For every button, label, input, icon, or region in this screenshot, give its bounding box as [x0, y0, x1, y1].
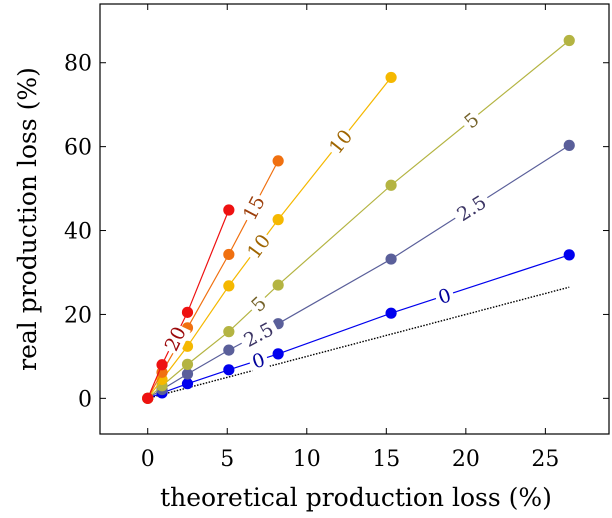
- series-label-bg: [322, 123, 358, 160]
- data-point: [223, 280, 235, 292]
- series-label: 15: [237, 190, 270, 226]
- series-label-bg: [244, 289, 273, 318]
- y-axis-title: real production loss (%): [13, 67, 42, 371]
- series-label: 0: [246, 346, 271, 374]
- series-label-bg: [457, 105, 486, 135]
- x-tick-label: 25: [531, 447, 559, 472]
- series-label-bg: [236, 315, 281, 353]
- data-point: [181, 306, 194, 318]
- series-label: 10: [241, 228, 276, 264]
- data-point: [385, 179, 397, 191]
- plot-frame: [99, 3, 610, 435]
- reference-line: [147, 286, 570, 400]
- series-label-text: 15: [239, 192, 270, 224]
- data-point: [223, 204, 235, 216]
- data-point: [272, 155, 284, 167]
- series-0: [142, 249, 575, 404]
- y-tick-label: 40: [64, 220, 92, 245]
- series-label-text: 10: [243, 230, 275, 263]
- series-label-bg: [449, 188, 494, 228]
- series-label-bg: [241, 228, 276, 264]
- data-point: [181, 358, 194, 370]
- y-tick-label: 0: [78, 387, 92, 412]
- data-point: [223, 248, 235, 261]
- series-line: [147, 254, 570, 399]
- data-point: [385, 71, 397, 84]
- series-label-text: 10: [325, 126, 357, 159]
- series-label: 0: [432, 282, 457, 309]
- series-label: 2.5: [449, 188, 494, 228]
- x-axis-title: theoretical production loss (%): [160, 483, 552, 512]
- data-point: [385, 253, 397, 265]
- series-5: [142, 34, 575, 404]
- data-point: [181, 340, 194, 352]
- data-point: [181, 378, 194, 390]
- reference-line-layer: [147, 286, 570, 400]
- data-point: [563, 139, 575, 151]
- data-point: [181, 368, 194, 380]
- series-label: 5: [244, 289, 273, 318]
- series-line: [147, 144, 570, 399]
- series-label: 5: [457, 105, 486, 135]
- axis-ticks: 0 5 10 15 20 25 0 20 40 60 80: [64, 4, 609, 472]
- data-point: [563, 249, 575, 261]
- series-label-bg: [432, 282, 457, 309]
- series-label-bg: [246, 346, 271, 374]
- series-layer: [142, 34, 575, 404]
- data-point: [223, 364, 235, 376]
- data-point: [272, 348, 284, 360]
- data-point: [223, 326, 235, 338]
- x-tick-label: 5: [220, 447, 234, 472]
- series-line: [147, 40, 570, 399]
- series-label-bg: [158, 321, 191, 356]
- data-point: [142, 392, 154, 404]
- y-tick-label: 80: [64, 52, 92, 77]
- data-point: [272, 279, 284, 291]
- x-tick-label: 0: [141, 447, 155, 472]
- y-tick-label: 20: [64, 303, 92, 328]
- series-label-bg: [237, 190, 270, 226]
- data-point: [272, 214, 284, 226]
- series-2.5: [142, 139, 575, 404]
- x-tick-label: 10: [293, 447, 321, 472]
- data-point: [223, 344, 235, 356]
- data-point: [563, 34, 575, 47]
- data-point: [156, 359, 168, 371]
- data-point: [385, 307, 397, 319]
- x-tick-label: 15: [372, 447, 400, 472]
- x-tick-label: 20: [452, 447, 480, 472]
- y-tick-label: 60: [64, 136, 92, 161]
- series-label: 10: [322, 123, 358, 160]
